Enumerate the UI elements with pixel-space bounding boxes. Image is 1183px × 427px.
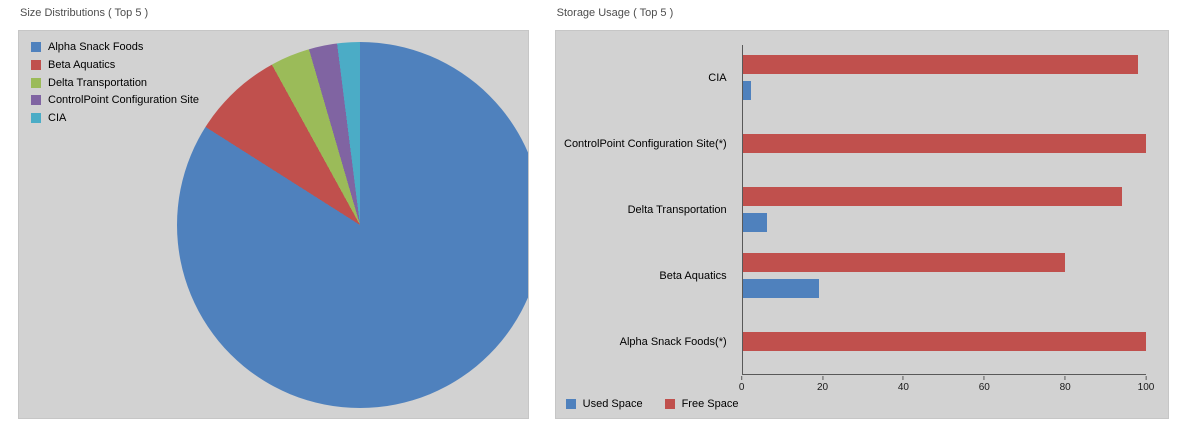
pie-legend-item: Delta Transportation [31, 77, 209, 91]
free-space-bar [742, 55, 1138, 75]
bar-category-label: Alpha Snack Foods(*) [619, 336, 727, 348]
free-space-bar [742, 134, 1146, 154]
pie-chart-panel: Alpha Snack Foods Beta Aquatics Delta Tran… [18, 30, 529, 419]
legend-label: Beta Aquatics [48, 58, 116, 71]
legend-label: Free Space [681, 398, 739, 410]
pie-legend-item: Alpha Snack Foods [31, 41, 209, 55]
bar-chart-panel: CIA ControlPoint Configuration Site(*) Del… [554, 30, 1169, 419]
pie-chart-title: Size Distributions ( Top 5 ) [20, 7, 149, 19]
legend-swatch [565, 399, 576, 409]
bar-chart: CIA ControlPoint Configuration Site(*) Del… [556, 31, 1168, 418]
bar-group [742, 45, 1146, 111]
pie-legend-item: ControlPoint Configuration Site [31, 94, 209, 108]
free-space-bar [742, 186, 1122, 206]
legend-label: CIA [48, 112, 67, 124]
used-space-bar [742, 81, 751, 101]
legend-label: Used Space [582, 398, 643, 410]
free-space-bar [742, 331, 1146, 351]
bar-group [742, 242, 1146, 308]
legend-swatch [31, 95, 41, 106]
x-axis-tick-label: 100 [1138, 376, 1155, 393]
bar-chart-title: Storage Usage ( Top 5 ) [556, 7, 674, 19]
x-axis-tick-label: 20 [817, 376, 828, 393]
size-distributions-section: Size Distributions ( Top 5 ) Alpha Snack… [18, 5, 529, 420]
bar-category-label: ControlPoint Configuration Site(*) [564, 138, 727, 150]
pie-legend: Alpha Snack Foods Beta Aquatics Delta Tran… [31, 41, 209, 130]
bar-category-label: Delta Transportation [627, 204, 727, 216]
bar-group [742, 111, 1146, 177]
bar-group [742, 308, 1146, 374]
legend-swatch [31, 113, 41, 123]
x-axis-tick-label: 0 [739, 376, 745, 393]
storage-usage-section: Storage Usage ( Top 5 ) CIA ControlPoint … [554, 5, 1169, 420]
bar-category-label: Beta Aquatics [659, 270, 727, 282]
legend-swatch [664, 399, 675, 409]
legend-swatch [31, 42, 41, 52]
used-space-bar [742, 212, 767, 232]
legend-swatch [31, 59, 41, 70]
pie-legend-item: CIA [31, 112, 209, 126]
legend-swatch [31, 77, 41, 88]
pie-legend-item: Beta Aquatics [31, 59, 209, 73]
used-space-bar [742, 278, 820, 298]
bar-legend: Used Space Free Space [565, 398, 739, 410]
x-axis-ticks: 0 20 40 60 80 100 [739, 376, 1154, 396]
x-axis-tick-label: 40 [898, 376, 909, 393]
legend-label: ControlPoint Configuration Site [48, 94, 200, 107]
legend-label: Delta Transportation [48, 76, 148, 89]
bar-legend-item: Used Space [565, 398, 643, 410]
bar-category-labels: CIA ControlPoint Configuration Site(*) Del… [556, 45, 736, 375]
free-space-bar [742, 252, 1066, 272]
pie-chart [177, 42, 528, 408]
bar-category-label: CIA [708, 72, 727, 84]
bar-legend-item: Free Space [664, 398, 739, 410]
x-axis-tick-label: 80 [1060, 376, 1071, 393]
bar-group [742, 177, 1146, 243]
x-axis-tick-label: 60 [979, 376, 990, 393]
bar-plot-area [741, 45, 1146, 375]
legend-label: Alpha Snack Foods [48, 41, 144, 53]
